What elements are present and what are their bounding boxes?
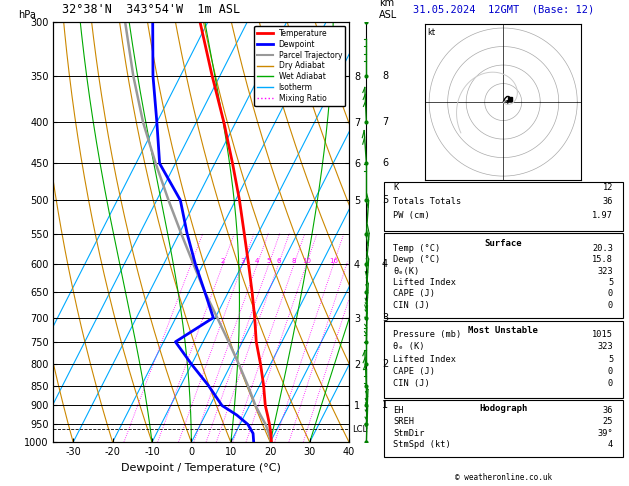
Text: 3: 3: [240, 258, 245, 264]
Text: Pressure (mb): Pressure (mb): [393, 330, 462, 339]
Text: 7: 7: [382, 117, 388, 127]
Text: StmDir: StmDir: [393, 429, 425, 438]
Text: 1.97: 1.97: [592, 211, 613, 220]
Text: 2: 2: [382, 359, 388, 369]
Text: 5: 5: [608, 355, 613, 364]
Text: Hodograph: Hodograph: [479, 404, 527, 413]
Text: Totals Totals: Totals Totals: [393, 197, 462, 206]
Text: 10: 10: [302, 258, 311, 264]
Text: CIN (J): CIN (J): [393, 301, 430, 310]
Text: Lifted Index: Lifted Index: [393, 355, 456, 364]
Text: 4: 4: [255, 258, 260, 264]
Text: 2: 2: [221, 258, 225, 264]
Text: 5: 5: [382, 195, 388, 205]
Text: © weatheronline.co.uk: © weatheronline.co.uk: [455, 473, 552, 482]
Text: 32°38'N  343°54'W  1m ASL: 32°38'N 343°54'W 1m ASL: [62, 2, 240, 16]
Text: 0: 0: [608, 301, 613, 310]
Text: θₑ (K): θₑ (K): [393, 342, 425, 351]
X-axis label: Dewpoint / Temperature (°C): Dewpoint / Temperature (°C): [121, 463, 281, 473]
Text: kt: kt: [427, 28, 435, 37]
Text: 39°: 39°: [598, 429, 613, 438]
Text: K: K: [393, 183, 399, 191]
Text: 5: 5: [267, 258, 271, 264]
Text: 31.05.2024  12GMT  (Base: 12): 31.05.2024 12GMT (Base: 12): [413, 4, 594, 15]
Text: Surface: Surface: [484, 239, 522, 248]
Text: Most Unstable: Most Unstable: [468, 326, 538, 335]
Text: 6: 6: [276, 258, 281, 264]
Text: LCL: LCL: [352, 425, 367, 434]
Text: 323: 323: [598, 267, 613, 276]
Text: 5: 5: [608, 278, 613, 287]
Text: Lifted Index: Lifted Index: [393, 278, 456, 287]
Text: 323: 323: [598, 342, 613, 351]
Text: 15.8: 15.8: [592, 256, 613, 264]
Text: 12: 12: [603, 183, 613, 191]
Text: hPa: hPa: [18, 10, 36, 20]
Text: SREH: SREH: [393, 417, 415, 426]
Text: 0: 0: [608, 367, 613, 376]
Text: CAPE (J): CAPE (J): [393, 290, 435, 298]
Text: km
ASL: km ASL: [379, 0, 397, 20]
Text: CIN (J): CIN (J): [393, 379, 430, 388]
Text: 6: 6: [382, 158, 388, 169]
Text: θₑ(K): θₑ(K): [393, 267, 420, 276]
Text: PW (cm): PW (cm): [393, 211, 430, 220]
Text: 3: 3: [382, 312, 388, 323]
Text: 36: 36: [603, 406, 613, 415]
Text: 0: 0: [608, 290, 613, 298]
Text: 16: 16: [329, 258, 338, 264]
Legend: Temperature, Dewpoint, Parcel Trajectory, Dry Adiabat, Wet Adiabat, Isotherm, Mi: Temperature, Dewpoint, Parcel Trajectory…: [254, 26, 345, 106]
Text: 1: 1: [382, 400, 388, 411]
Text: 0: 0: [608, 379, 613, 388]
Text: 36: 36: [603, 197, 613, 206]
Text: 4: 4: [382, 259, 388, 269]
Text: 4: 4: [608, 440, 613, 449]
Text: 20.3: 20.3: [592, 244, 613, 253]
Text: 8: 8: [382, 70, 388, 81]
Text: EH: EH: [393, 406, 404, 415]
Text: StmSpd (kt): StmSpd (kt): [393, 440, 451, 449]
Text: 1015: 1015: [592, 330, 613, 339]
Text: 25: 25: [603, 417, 613, 426]
Text: 1: 1: [189, 258, 193, 264]
Text: Dewp (°C): Dewp (°C): [393, 256, 440, 264]
Text: CAPE (J): CAPE (J): [393, 367, 435, 376]
Text: 8: 8: [292, 258, 296, 264]
Text: Temp (°C): Temp (°C): [393, 244, 440, 253]
